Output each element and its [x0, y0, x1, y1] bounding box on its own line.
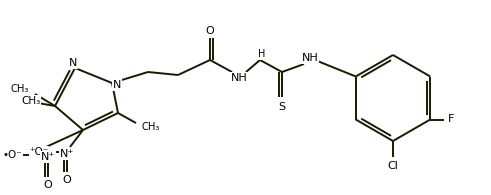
Text: •O⁻: •O⁻: [2, 150, 22, 160]
Text: NH: NH: [301, 53, 318, 63]
Text: NH: NH: [231, 73, 247, 83]
Text: ⁺O⁻: ⁺O⁻: [29, 147, 49, 157]
Text: H: H: [258, 49, 266, 59]
Text: S: S: [278, 102, 286, 112]
Text: N: N: [69, 58, 77, 68]
Text: CH₃: CH₃: [142, 122, 161, 132]
Text: CH₃: CH₃: [22, 96, 41, 106]
Text: O: O: [63, 175, 71, 185]
Text: N: N: [113, 80, 121, 90]
Text: N⁺: N⁺: [60, 149, 74, 159]
Text: Cl: Cl: [387, 161, 398, 171]
Text: N⁺: N⁺: [41, 152, 55, 162]
Text: O: O: [206, 26, 215, 36]
Text: F: F: [448, 114, 455, 124]
Text: O: O: [44, 180, 53, 190]
Text: CH₃: CH₃: [11, 84, 29, 94]
